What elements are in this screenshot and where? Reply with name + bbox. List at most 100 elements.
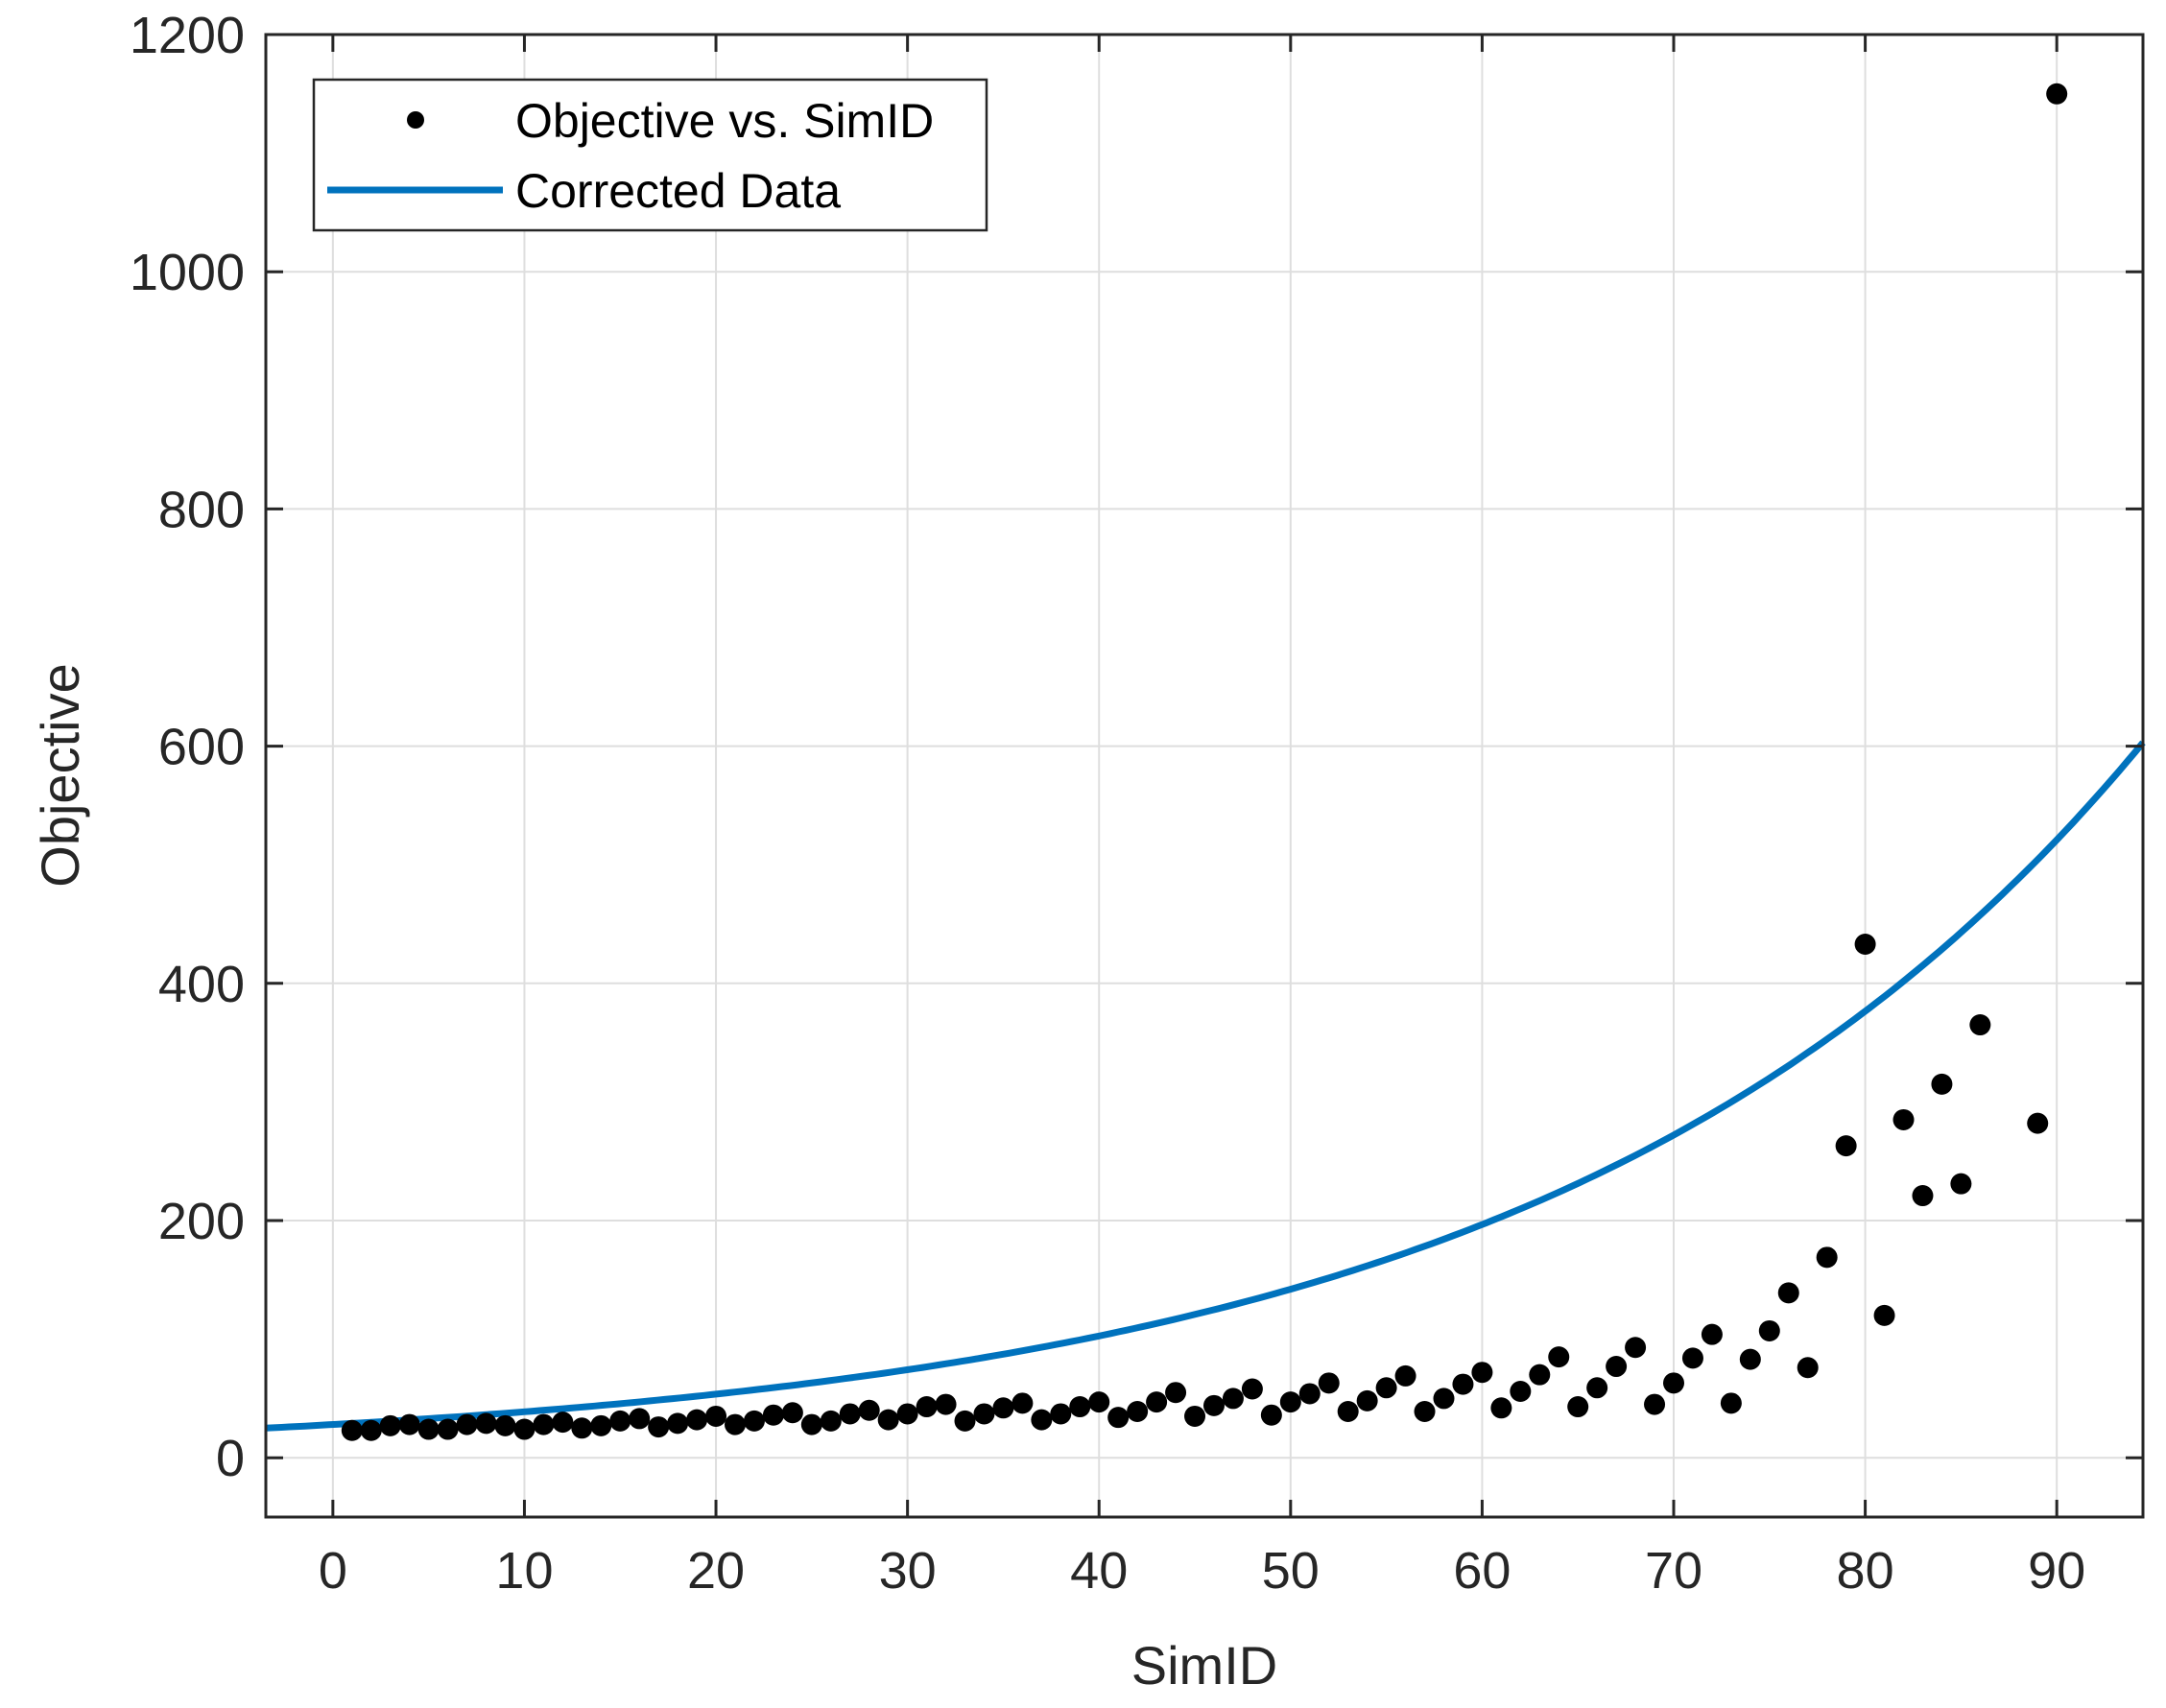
data-point — [1146, 1391, 1168, 1413]
data-point — [781, 1402, 803, 1424]
plot-background — [266, 35, 2143, 1517]
data-point — [973, 1403, 995, 1425]
data-point — [743, 1410, 765, 1432]
plot-frame — [264, 33, 2145, 1519]
data-point — [1912, 1185, 1934, 1207]
data-point — [609, 1410, 631, 1432]
data-point — [954, 1410, 976, 1432]
data-point — [725, 1413, 746, 1435]
data-point — [1107, 1407, 1130, 1429]
data-point — [1873, 1304, 1895, 1326]
data-point — [1548, 1346, 1570, 1368]
data-point — [379, 1414, 401, 1436]
data-point — [1031, 1409, 1053, 1431]
legend: Objective vs. SimID Corrected Data — [312, 78, 988, 232]
data-point — [2046, 83, 2068, 105]
y-tick-label: 400 — [158, 956, 245, 1013]
data-point — [1854, 934, 1876, 956]
y-tick-label: 600 — [158, 719, 245, 776]
objective-series — [341, 83, 2068, 1441]
data-point — [1931, 1073, 1953, 1095]
data-point — [1088, 1391, 1110, 1413]
data-point — [1050, 1403, 1072, 1425]
data-point — [1969, 1014, 1991, 1036]
data-point — [1260, 1404, 1282, 1426]
data-point — [571, 1417, 593, 1439]
y-tick-label: 1000 — [130, 244, 245, 301]
data-point — [398, 1413, 420, 1435]
y-tick-label: 200 — [158, 1193, 245, 1250]
data-point — [552, 1411, 574, 1434]
x-axis-ticks: 0 10 20 30 40 50 60 70 80 90 — [319, 35, 2085, 1600]
data-point — [686, 1409, 708, 1431]
data-point — [533, 1413, 555, 1435]
x-axis-label: SimID — [1131, 1635, 1277, 1696]
data-point — [667, 1412, 689, 1435]
data-point — [762, 1404, 784, 1426]
data-point — [590, 1414, 612, 1436]
data-point — [417, 1418, 440, 1440]
data-point — [820, 1410, 842, 1432]
data-point — [1490, 1397, 1512, 1419]
data-point — [648, 1416, 670, 1438]
data-point — [1644, 1393, 1666, 1415]
data-point — [858, 1399, 880, 1421]
data-point — [1471, 1362, 1493, 1384]
data-point — [1663, 1372, 1684, 1394]
data-point — [341, 1419, 363, 1441]
data-point — [1165, 1382, 1187, 1404]
data-point — [1184, 1405, 1206, 1427]
y-tick-label: 0 — [216, 1430, 245, 1487]
x-tick-label: 0 — [319, 1542, 347, 1600]
data-point — [1720, 1392, 1742, 1414]
data-point — [935, 1393, 957, 1415]
data-point — [494, 1414, 516, 1436]
data-point — [513, 1418, 536, 1440]
y-tick-label: 800 — [158, 481, 245, 538]
data-point — [1739, 1348, 1761, 1370]
data-point — [437, 1418, 459, 1440]
data-point — [1127, 1400, 1149, 1422]
data-point — [1816, 1246, 1838, 1269]
data-point — [1950, 1173, 1972, 1195]
data-point — [1202, 1394, 1225, 1416]
data-point — [629, 1408, 651, 1430]
x-tick-label: 40 — [1070, 1542, 1128, 1600]
data-point — [1318, 1372, 1340, 1394]
data-point — [1414, 1400, 1436, 1422]
x-tick-label: 20 — [687, 1542, 745, 1600]
data-point — [992, 1397, 1014, 1419]
data-point — [1012, 1392, 1034, 1414]
x-tick-label: 80 — [1837, 1542, 1894, 1600]
data-point — [1222, 1388, 1244, 1410]
data-point — [1777, 1282, 1799, 1304]
x-tick-label: 50 — [1262, 1542, 1320, 1600]
data-point — [705, 1405, 727, 1427]
data-point — [1758, 1319, 1780, 1341]
data-point — [1567, 1396, 1589, 1418]
data-point — [1069, 1396, 1091, 1418]
y-axis-ticks: 0 200 400 600 800 1000 1200 — [130, 7, 2143, 1487]
data-point — [456, 1413, 478, 1435]
data-point — [839, 1403, 861, 1425]
legend-label-corrected: Corrected Data — [515, 164, 841, 218]
data-point — [1529, 1364, 1551, 1386]
data-point — [1797, 1357, 1819, 1379]
legend-box — [312, 78, 988, 232]
data-point — [1452, 1373, 1474, 1395]
data-point — [1433, 1388, 1455, 1410]
x-tick-label: 10 — [495, 1542, 553, 1600]
data-point — [1279, 1391, 1301, 1413]
data-point — [1356, 1389, 1378, 1411]
corrected-data-line — [265, 740, 2146, 1432]
data-point — [1701, 1323, 1723, 1345]
data-point — [896, 1403, 918, 1425]
data-point — [1892, 1108, 1915, 1130]
data-point — [360, 1419, 382, 1441]
x-tick-label: 70 — [1645, 1542, 1702, 1600]
data-point — [1241, 1378, 1263, 1400]
data-point — [877, 1409, 899, 1431]
x-tick-label: 90 — [2028, 1542, 2085, 1600]
data-point — [1586, 1377, 1608, 1399]
